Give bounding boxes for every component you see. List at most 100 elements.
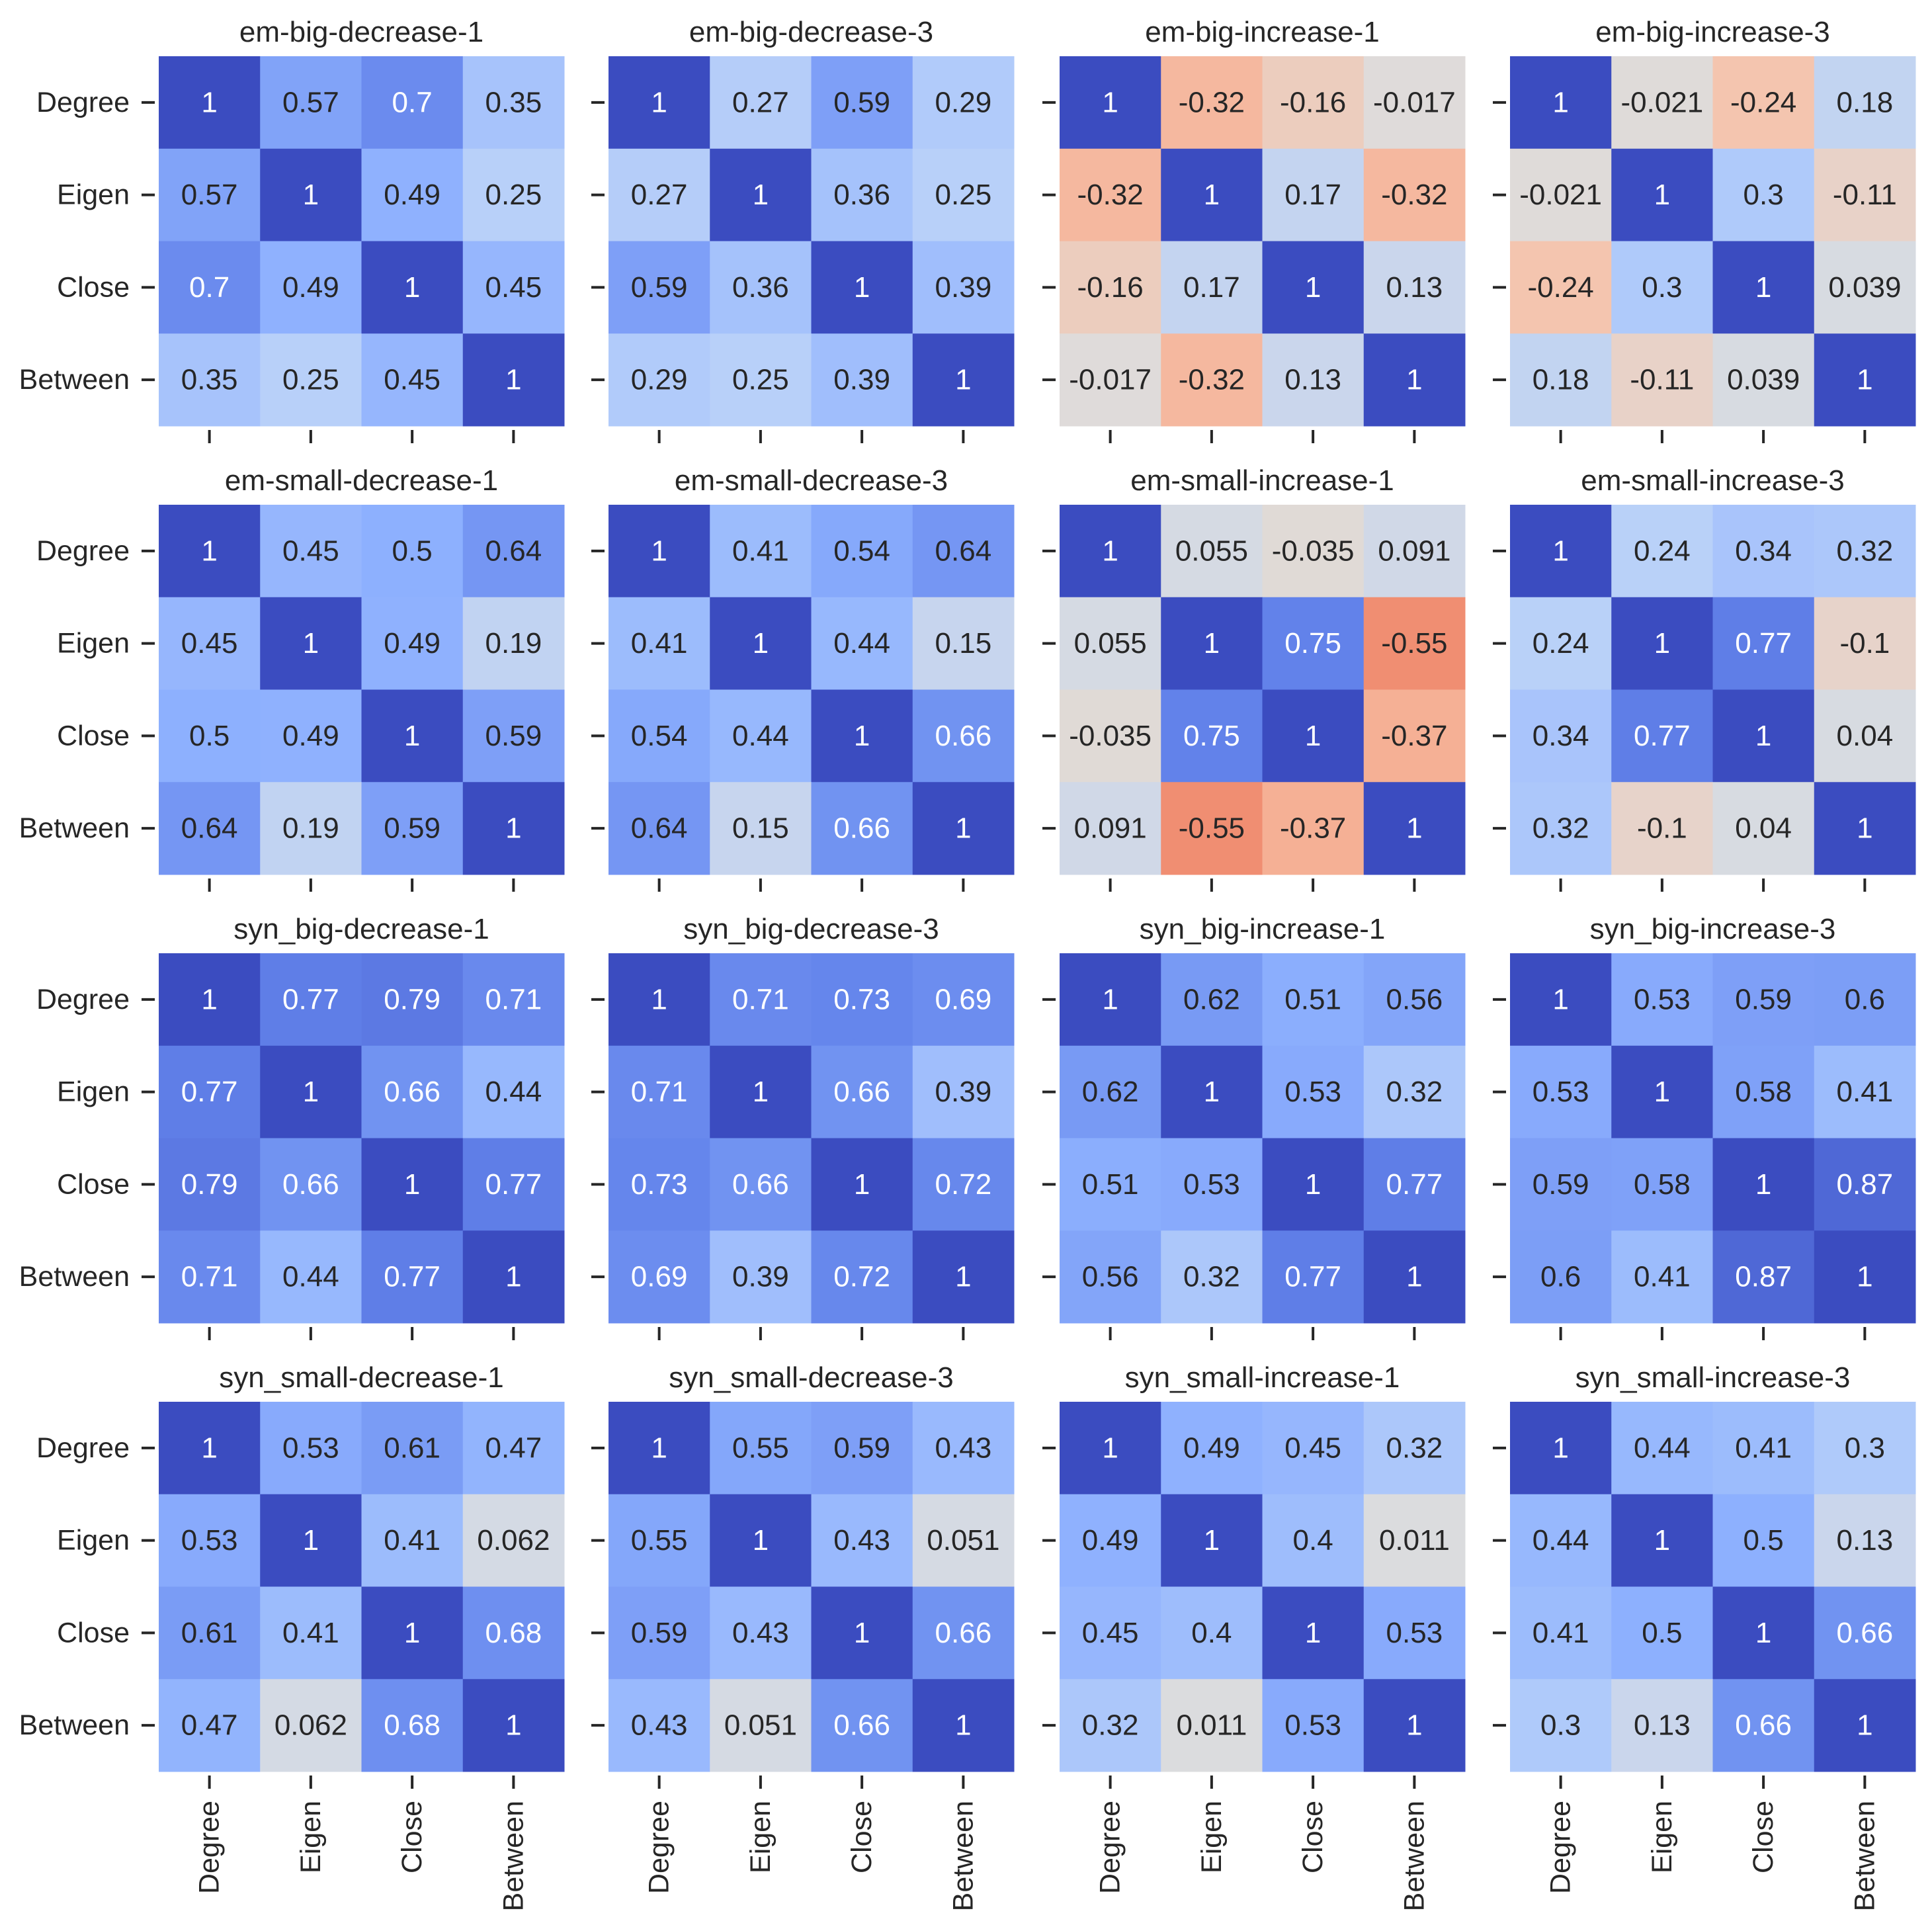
cell-value-label: 0.66 bbox=[282, 1168, 339, 1201]
y-tick-label: Degree bbox=[36, 87, 130, 118]
cell-value-label: 0.13 bbox=[1837, 1524, 1894, 1557]
cell-value-label: 0.75 bbox=[1284, 627, 1341, 660]
cell-value-label: 0.79 bbox=[384, 983, 441, 1015]
heatmap-cell bbox=[811, 505, 913, 598]
heatmap-cell bbox=[811, 148, 913, 241]
heatmap-cell bbox=[462, 1138, 565, 1231]
cell-value-label: 1 bbox=[1654, 627, 1670, 660]
cell-value-label: 1 bbox=[303, 1524, 319, 1557]
heatmap-cell bbox=[609, 505, 710, 598]
heatmap-cell bbox=[912, 1138, 1015, 1231]
heatmap-panel: syn_big-decrease-1 1 0.77 0.79 0.71 0.77 1 0.66… bbox=[19, 913, 565, 1340]
heatmap-cell bbox=[609, 1138, 710, 1231]
heatmap-cell bbox=[710, 597, 812, 690]
heatmap-cell bbox=[609, 1045, 710, 1138]
cell-value-label: 0.59 bbox=[833, 1432, 890, 1464]
cell-value-label: 1 bbox=[955, 1709, 971, 1742]
cell-value-label: 1 bbox=[753, 1524, 769, 1557]
cell-value-label: 0.64 bbox=[935, 535, 992, 567]
heatmap-cell bbox=[912, 782, 1015, 875]
heatmap-cell bbox=[1161, 148, 1263, 241]
heatmap-cell bbox=[811, 597, 913, 690]
panel-title: em-big-increase-1 bbox=[1145, 16, 1380, 48]
cell-value-label: 0.53 bbox=[1634, 983, 1691, 1015]
y-tick-label: Between bbox=[19, 812, 130, 844]
cell-value-label: -0.16 bbox=[1077, 271, 1143, 304]
cell-value-label: 0.32 bbox=[1183, 1261, 1240, 1293]
heatmap-cell bbox=[1262, 689, 1365, 783]
cell-value-label: 0.47 bbox=[181, 1709, 238, 1742]
heatmap-cell bbox=[1510, 241, 1612, 334]
heatmap-cell bbox=[1814, 953, 1916, 1047]
cell-value-label: -0.035 bbox=[1069, 720, 1152, 752]
heatmap-cell bbox=[609, 1679, 710, 1772]
heatmap-cell bbox=[811, 1045, 913, 1138]
heatmap-cell bbox=[1712, 241, 1815, 334]
heatmap-cell bbox=[1712, 505, 1815, 598]
heatmap-cell bbox=[159, 1494, 261, 1587]
cell-value-label: 1 bbox=[854, 1168, 870, 1201]
heatmap-cell bbox=[1712, 1679, 1815, 1772]
cell-value-label: 1 bbox=[505, 1261, 521, 1293]
heatmap-cell bbox=[710, 782, 812, 875]
heatmap-cell bbox=[609, 1402, 710, 1495]
cell-value-label: 0.77 bbox=[1735, 627, 1792, 660]
heatmap-cell bbox=[710, 1045, 812, 1138]
cell-value-label: 1 bbox=[1204, 1076, 1220, 1108]
cell-value-label: 1 bbox=[854, 1617, 870, 1649]
cell-value-label: 0.55 bbox=[732, 1432, 789, 1464]
panel-title: syn_big-decrease-1 bbox=[233, 913, 489, 945]
cell-value-label: 1 bbox=[1204, 627, 1220, 660]
cell-value-label: 0.5 bbox=[1743, 1524, 1784, 1557]
cell-value-label: 1 bbox=[404, 1168, 420, 1201]
heatmap-cell bbox=[1262, 1586, 1365, 1680]
panel-title: em-small-increase-1 bbox=[1130, 464, 1394, 497]
heatmap-cell bbox=[811, 1586, 913, 1680]
cell-value-label: 0.36 bbox=[833, 179, 890, 211]
heatmap-cell bbox=[1161, 1679, 1263, 1772]
cell-value-label: 1 bbox=[753, 1076, 769, 1108]
y-tick-label: Eigen bbox=[57, 628, 130, 660]
cell-value-label: 0.3 bbox=[1540, 1709, 1581, 1742]
x-tick-label: Close bbox=[1297, 1801, 1329, 1873]
cell-value-label: 0.77 bbox=[282, 983, 339, 1015]
cell-value-label: 0.44 bbox=[282, 1261, 339, 1293]
cell-value-label: 1 bbox=[1857, 1709, 1872, 1742]
heatmap-cell bbox=[1611, 56, 1713, 150]
heatmap-cell bbox=[1814, 333, 1916, 427]
heatmap-cell bbox=[912, 1494, 1015, 1587]
heatmap-cell bbox=[710, 1586, 812, 1680]
heatmap-cell bbox=[811, 1230, 913, 1324]
heatmap-cell bbox=[912, 689, 1015, 783]
cell-value-label: 0.44 bbox=[833, 627, 890, 660]
heatmap-cell bbox=[1060, 953, 1161, 1047]
heatmap-cell bbox=[260, 505, 362, 598]
heatmap-cell bbox=[1363, 1586, 1466, 1680]
heatmap-cell bbox=[1712, 953, 1815, 1047]
cell-value-label: 0.35 bbox=[485, 86, 542, 118]
cell-value-label: 0.25 bbox=[935, 179, 992, 211]
heatmap-cell bbox=[260, 782, 362, 875]
cell-value-label: -0.1 bbox=[1839, 627, 1890, 660]
cell-value-label: 0.77 bbox=[1386, 1168, 1443, 1201]
panel-title: syn_big-increase-3 bbox=[1590, 913, 1836, 945]
heatmap-panel: em-big-decrease-3 1 0.27 0.59 0.29 0.27 1 0.36 0… bbox=[591, 16, 1015, 443]
cell-value-label: 0.77 bbox=[181, 1076, 238, 1108]
heatmap-cell bbox=[1363, 1402, 1466, 1495]
heatmap-cell bbox=[260, 1679, 362, 1772]
heatmap-cell bbox=[1161, 689, 1263, 783]
heatmap-cell bbox=[159, 505, 261, 598]
heatmap-cell bbox=[912, 1402, 1015, 1495]
heatmap-cell bbox=[260, 1138, 362, 1231]
heatmap-cell bbox=[462, 597, 565, 690]
cell-value-label: 0.051 bbox=[724, 1709, 797, 1742]
cell-value-label: -0.37 bbox=[1381, 720, 1447, 752]
x-tick-label: Degree bbox=[644, 1801, 675, 1894]
heatmap-cell bbox=[1262, 953, 1365, 1047]
cell-value-label: 0.72 bbox=[935, 1168, 992, 1201]
heatmap-cell bbox=[159, 241, 261, 334]
heatmap-cell bbox=[1262, 1230, 1365, 1324]
heatmap-cell bbox=[1510, 1402, 1612, 1495]
heatmap-cell bbox=[159, 782, 261, 875]
heatmap-cell bbox=[1510, 1494, 1612, 1587]
